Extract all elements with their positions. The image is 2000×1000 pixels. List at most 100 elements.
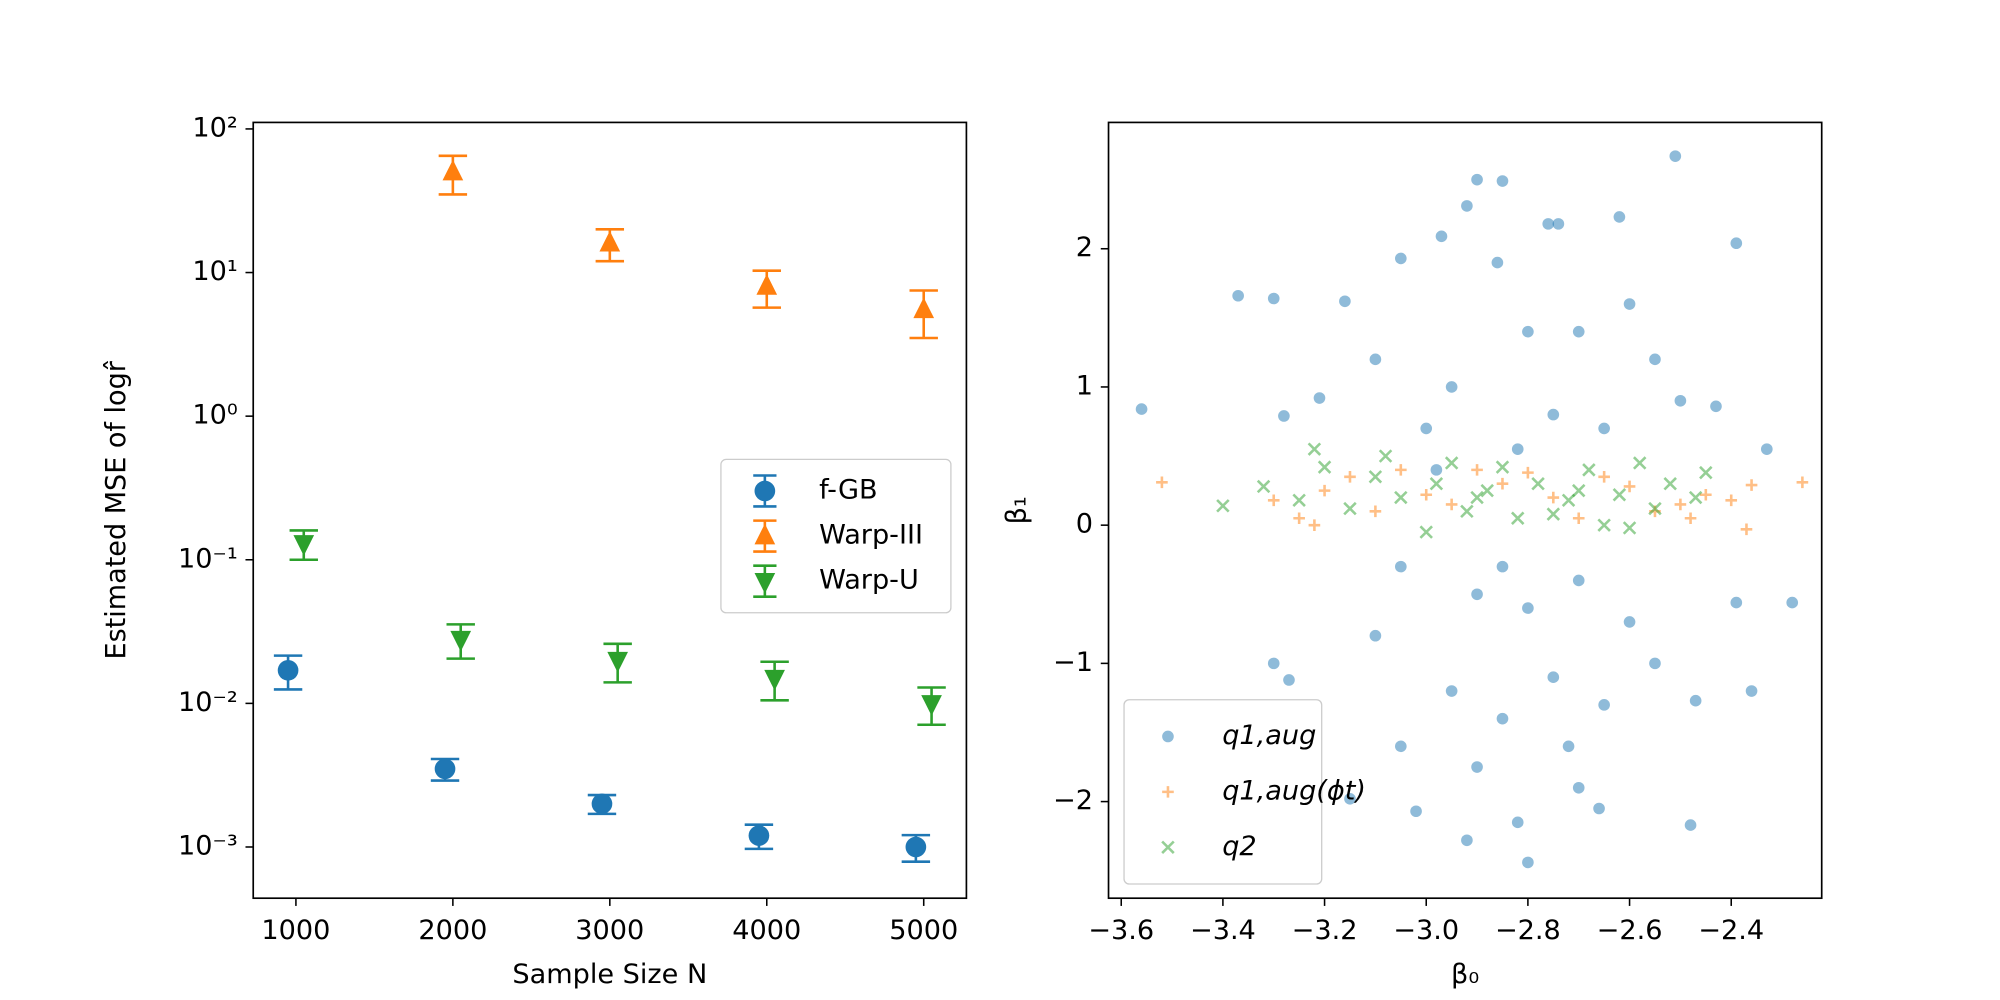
marker [1394,560,1407,573]
legend-marker [754,523,776,545]
marker [1491,256,1504,269]
marker [1378,449,1393,463]
marker [1582,463,1596,477]
marker [1344,470,1356,483]
marker [1684,819,1697,831]
marker [1429,476,1444,491]
marker [1572,325,1585,338]
legend-marker [1162,730,1174,743]
marker [293,535,315,556]
marker [1444,456,1459,470]
marker [1547,491,1560,504]
y-tick-label: 10¹ [192,256,237,287]
marker [1786,596,1799,609]
y-tick-label: 0 [1076,509,1093,540]
marker [1522,856,1534,869]
marker [1572,781,1585,794]
x-tick-label: 2000 [418,915,487,946]
marker [1546,507,1561,521]
marker [1552,218,1565,230]
marker [607,651,629,673]
marker [450,630,472,652]
y-tick-label: 10⁻³ [178,831,238,862]
marker [1293,512,1305,525]
marker [1313,392,1326,404]
marker [1597,518,1611,532]
legend-box [720,458,952,614]
marker [1700,488,1712,501]
marker [1648,501,1662,516]
marker [1522,325,1534,338]
marker [591,793,613,815]
marker [1623,616,1636,628]
legend-label: q2 [1222,831,1256,862]
marker [1760,443,1773,455]
marker [1649,353,1661,366]
x-tick-label: 3000 [575,915,644,946]
marker [1542,218,1555,230]
marker [1480,483,1494,498]
marker [1496,175,1509,187]
legend-marker [754,480,776,502]
legend-marker [754,572,776,594]
marker [1156,476,1168,489]
marker [1256,479,1271,494]
marker [1613,211,1626,223]
y-axis-label: Estimated MSE of logr̂ [101,360,132,659]
marker [1745,685,1758,697]
marker [442,159,464,181]
marker [1522,466,1534,479]
marker [1730,596,1743,609]
marker [1369,629,1382,642]
y-tick-label: −1 [1053,647,1093,678]
marker [1598,699,1610,711]
marker [1369,353,1382,366]
marker [1283,674,1295,686]
marker [1669,150,1682,162]
marker [1394,252,1407,265]
marker [1369,505,1382,518]
marker [756,274,778,295]
marker [1496,477,1509,490]
axes-frame [1107,121,1823,900]
axes-frame [252,121,968,900]
marker [1419,525,1433,539]
marker [1307,442,1322,456]
marker [1445,381,1458,393]
y-axis-label: β₁ [1002,496,1033,524]
marker [1410,805,1422,818]
x-axis-label: Sample Size N [512,959,707,990]
marker [1471,464,1483,476]
x-tick-label: 5000 [889,915,958,946]
marker [599,230,621,252]
marker [1308,519,1321,531]
y-tick-label: 1 [1076,370,1093,401]
x-tick-label: −2.6 [1597,915,1663,946]
marker [1420,422,1433,435]
marker [1562,740,1575,753]
marker [764,669,785,691]
legend-marker [1162,786,1174,798]
marker [1572,574,1585,587]
marker [1394,740,1407,753]
marker [434,758,456,780]
marker [277,659,299,681]
marker [1710,400,1722,413]
x-tick-label: 4000 [732,915,801,946]
marker [1674,498,1687,511]
x-tick-label: 1000 [261,915,330,946]
marker [1612,488,1627,502]
x-tick-label: −3.0 [1393,915,1459,946]
marker [1531,476,1545,491]
marker [1495,460,1510,474]
legend-label: f-GB [819,475,877,506]
marker [1267,292,1280,305]
marker [1216,499,1230,513]
marker [1445,498,1458,511]
marker [1511,816,1524,829]
marker [1561,493,1576,507]
marker [1470,490,1484,505]
marker [1522,602,1534,614]
x-tick-label: −3.4 [1190,915,1256,946]
